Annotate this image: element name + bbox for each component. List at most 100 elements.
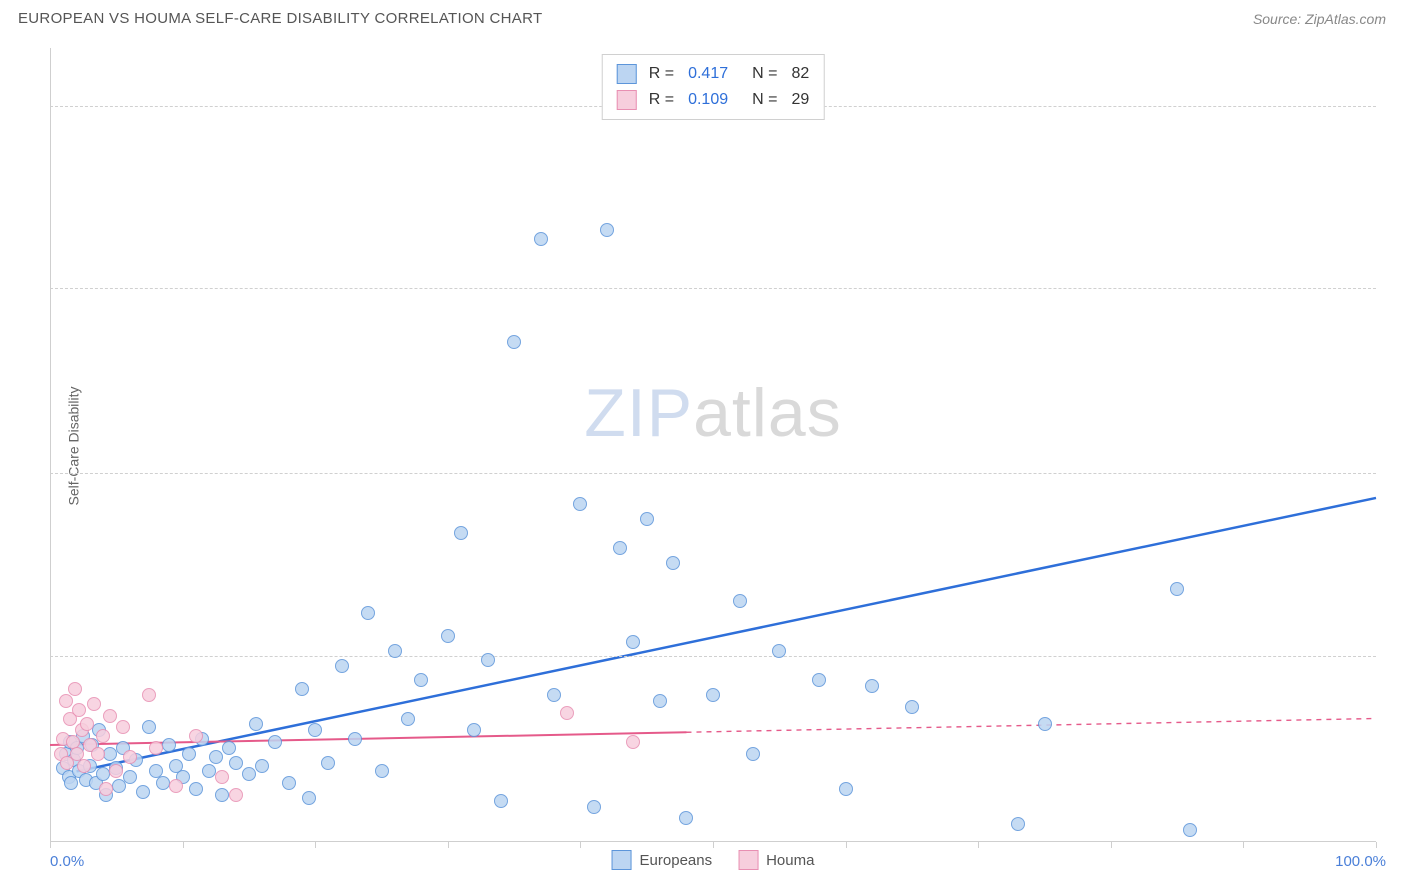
data-point <box>209 750 223 764</box>
x-tick <box>978 842 979 848</box>
data-point <box>77 759 91 773</box>
data-point <box>507 335 521 349</box>
data-point <box>679 811 693 825</box>
data-point <box>812 673 826 687</box>
y-tick-label: 12.5% <box>1388 449 1406 466</box>
data-point <box>640 512 654 526</box>
legend-swatch <box>738 850 758 870</box>
r-value: 0.109 <box>688 87 728 113</box>
data-point <box>573 497 587 511</box>
gridline <box>50 473 1376 474</box>
data-point <box>156 776 170 790</box>
data-point <box>268 735 282 749</box>
gridline <box>50 656 1376 657</box>
x-tick <box>315 842 316 848</box>
n-value: 82 <box>791 61 809 87</box>
data-point <box>839 782 853 796</box>
data-point <box>494 794 508 808</box>
data-point <box>375 764 389 778</box>
chart-title: EUROPEAN VS HOUMA SELF-CARE DISABILITY C… <box>18 10 542 27</box>
data-point <box>72 703 86 717</box>
data-point <box>229 756 243 770</box>
y-tick-label: 25.0% <box>1388 81 1406 98</box>
data-point <box>772 644 786 658</box>
data-point <box>600 223 614 237</box>
data-point <box>182 747 196 761</box>
chart-header: EUROPEAN VS HOUMA SELF-CARE DISABILITY C… <box>0 0 1406 35</box>
x-tick <box>580 842 581 848</box>
data-point <box>587 800 601 814</box>
data-point <box>335 659 349 673</box>
data-point <box>215 770 229 784</box>
data-point <box>215 788 229 802</box>
data-point <box>242 767 256 781</box>
n-label: N = <box>752 87 777 113</box>
chart-area: ZIPatlas R =0.417N =82R =0.109N =29 6.3%… <box>50 48 1376 842</box>
data-point <box>255 759 269 773</box>
data-point <box>103 709 117 723</box>
x-tick <box>1111 842 1112 848</box>
r-label: R = <box>649 61 674 87</box>
data-point <box>401 712 415 726</box>
data-point <box>348 732 362 746</box>
data-point <box>626 635 640 649</box>
data-point <box>1038 717 1052 731</box>
y-tick-label: 6.3% <box>1388 631 1406 648</box>
r-label: R = <box>649 87 674 113</box>
data-point <box>454 526 468 540</box>
data-point <box>123 750 137 764</box>
data-point <box>666 556 680 570</box>
data-point <box>222 741 236 755</box>
series-legend-item: Houma <box>738 850 814 870</box>
legend-swatch <box>617 90 637 110</box>
data-point <box>136 785 150 799</box>
data-point <box>467 723 481 737</box>
series-legend: Europeans Houma <box>612 850 815 870</box>
legend-swatch <box>617 64 637 84</box>
legend-swatch <box>612 850 632 870</box>
series-legend-label: Houma <box>766 852 814 869</box>
x-tick <box>846 842 847 848</box>
stats-legend: R =0.417N =82R =0.109N =29 <box>602 54 825 120</box>
data-point <box>1183 823 1197 837</box>
x-label-right: 100.0% <box>1335 853 1386 870</box>
x-tick <box>50 842 51 848</box>
data-point <box>295 682 309 696</box>
data-point <box>746 747 760 761</box>
data-point <box>96 767 110 781</box>
data-point <box>109 764 123 778</box>
data-point <box>481 653 495 667</box>
data-point <box>321 756 335 770</box>
data-point <box>80 717 94 731</box>
data-point <box>142 688 156 702</box>
data-point <box>202 764 216 778</box>
data-point <box>87 697 101 711</box>
data-point <box>613 541 627 555</box>
data-point <box>1170 582 1184 596</box>
y-axis-line <box>50 48 51 842</box>
data-point <box>189 729 203 743</box>
plot-region: ZIPatlas R =0.417N =82R =0.109N =29 6.3%… <box>50 48 1376 842</box>
data-point <box>653 694 667 708</box>
y-tick-label: 18.8% <box>1388 264 1406 281</box>
data-point <box>64 776 78 790</box>
data-point <box>149 741 163 755</box>
data-point <box>1011 817 1025 831</box>
data-point <box>282 776 296 790</box>
data-point <box>414 673 428 687</box>
x-tick <box>713 842 714 848</box>
data-point <box>162 738 176 752</box>
data-point <box>96 729 110 743</box>
data-point <box>142 720 156 734</box>
series-legend-item: Europeans <box>612 850 713 870</box>
stats-legend-row: R =0.417N =82 <box>617 61 810 87</box>
x-tick <box>183 842 184 848</box>
r-value: 0.417 <box>688 61 728 87</box>
data-point <box>59 694 73 708</box>
data-point <box>68 682 82 696</box>
data-point <box>865 679 879 693</box>
data-point <box>534 232 548 246</box>
x-tick <box>1376 842 1377 848</box>
data-point <box>733 594 747 608</box>
chart-source: Source: ZipAtlas.com <box>1253 11 1386 27</box>
